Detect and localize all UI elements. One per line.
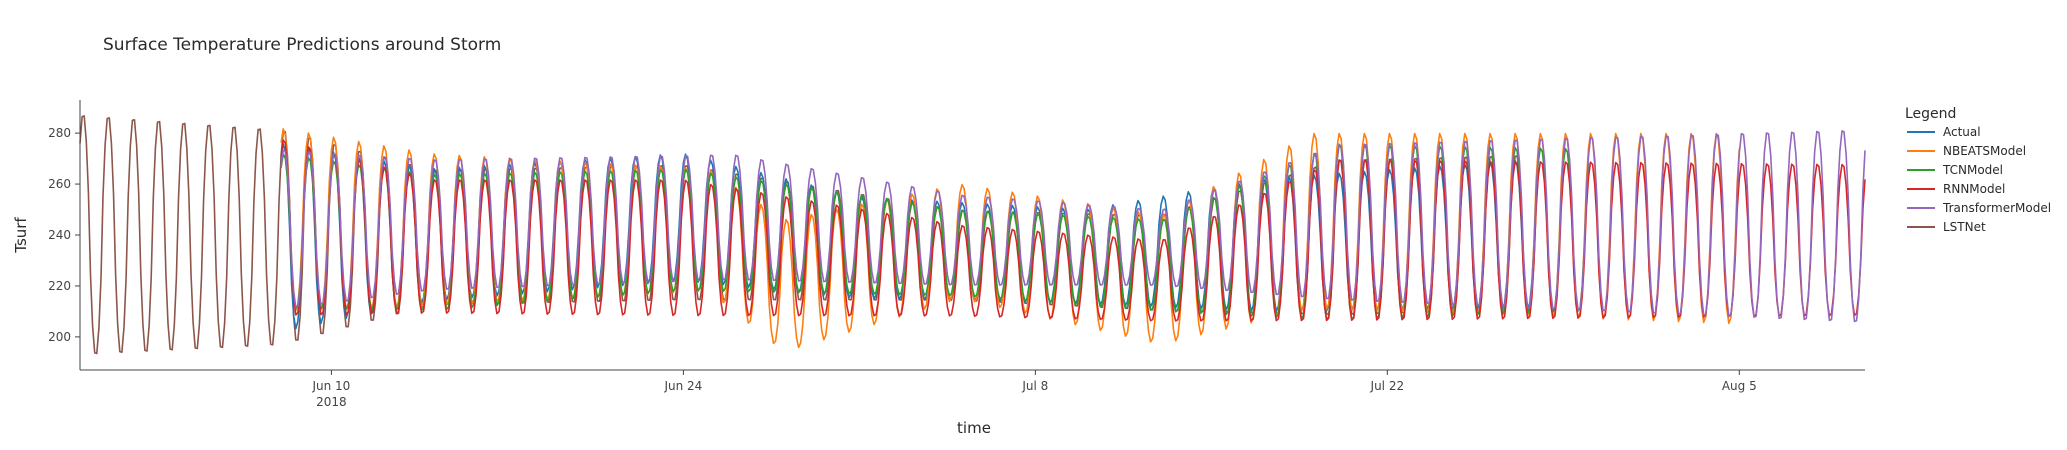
plot-area [79,115,1866,355]
x-tick-label: Jun 24 [663,379,702,393]
legend-label-lstnet: LSTNet [1943,220,1986,234]
y-tick-label: 200 [48,330,71,344]
x-tick-sublabel: 2018 [316,395,347,409]
x-axis-title: time [957,419,991,437]
y-axis-ticks: 200 220 240 260 280 [48,126,80,344]
legend-label-actual: Actual [1943,125,1981,139]
legend-label-nbeatsmodel: NBEATSModel [1943,144,2026,158]
x-tick-label: Aug 5 [1722,379,1757,393]
legend-title: Legend [1905,106,1956,122]
x-tick-label: Jul 8 [1021,379,1048,393]
y-tick-label: 240 [48,228,71,242]
legend-label-transformermodel: TransformerModel [1942,201,2051,215]
series-layer [79,115,1866,355]
y-tick-label: 280 [48,126,71,140]
chart-title: Surface Temperature Predictions around S… [103,35,501,55]
x-tick-label: Jun 10 [311,379,350,393]
legend: Legend Actual NBEATSModel TCNModel RNNModel… [1905,106,2051,234]
x-axis-ticks: Jun 10 2018 Jun 24 Jul 8 Jul 22 Aug 5 [311,370,1757,409]
x-tick-label: Jul 22 [1370,379,1405,393]
legend-label-rnnmodel: RNNModel [1943,182,2005,196]
y-tick-label: 260 [48,177,71,191]
y-tick-label: 220 [48,279,71,293]
series-line-rnnmodel [280,139,1866,322]
series-line-transformermodel [280,130,1866,323]
legend-items: Actual NBEATSModel TCNModel RNNModel Transfo… [1907,125,2051,234]
legend-label-tcnmodel: TCNModel [1942,163,2003,177]
y-axis-title: Tsurf [12,217,30,254]
